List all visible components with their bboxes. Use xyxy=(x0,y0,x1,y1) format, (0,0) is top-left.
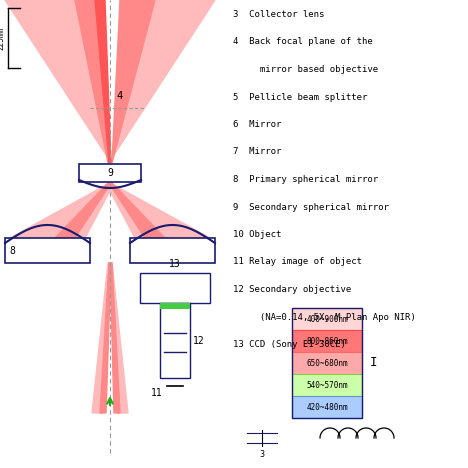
Polygon shape xyxy=(109,183,165,238)
Polygon shape xyxy=(100,263,111,413)
FancyBboxPatch shape xyxy=(160,303,190,378)
Polygon shape xyxy=(5,0,110,161)
FancyBboxPatch shape xyxy=(292,352,362,374)
Text: 13 CCD (Sony E1-30CE): 13 CCD (Sony E1-30CE) xyxy=(233,340,346,349)
Text: 225mm: 225mm xyxy=(0,26,5,50)
Text: 400~900nm: 400~900nm xyxy=(306,314,348,323)
Text: 10 Object: 10 Object xyxy=(233,230,281,239)
Text: 13: 13 xyxy=(169,259,181,269)
Text: 11 Relay image of object: 11 Relay image of object xyxy=(233,257,362,266)
Text: 12: 12 xyxy=(193,336,205,345)
Text: 5  Pellicle beam splitter: 5 Pellicle beam splitter xyxy=(233,93,367,102)
Text: 12 Secondary objective: 12 Secondary objective xyxy=(233,285,351,294)
Polygon shape xyxy=(107,185,210,238)
Text: 4  Back focal plane of the: 4 Back focal plane of the xyxy=(233,37,373,46)
FancyBboxPatch shape xyxy=(140,273,210,303)
Text: 3  Collector lens: 3 Collector lens xyxy=(233,10,324,19)
Text: 4: 4 xyxy=(116,91,122,101)
Text: 11: 11 xyxy=(151,388,163,398)
Polygon shape xyxy=(10,185,113,238)
Text: 800~860nm: 800~860nm xyxy=(306,336,348,345)
FancyBboxPatch shape xyxy=(292,374,362,396)
Text: 8  Primary spherical mirror: 8 Primary spherical mirror xyxy=(233,175,378,184)
Polygon shape xyxy=(75,0,108,163)
Text: I: I xyxy=(370,357,378,370)
FancyBboxPatch shape xyxy=(292,396,362,418)
Polygon shape xyxy=(112,0,155,163)
FancyBboxPatch shape xyxy=(292,330,362,352)
Polygon shape xyxy=(92,263,111,413)
Text: mirror based objective: mirror based objective xyxy=(233,65,378,74)
Polygon shape xyxy=(110,0,215,161)
FancyBboxPatch shape xyxy=(292,308,362,330)
Text: 6  Mirror: 6 Mirror xyxy=(233,120,281,129)
Text: (NA=0.14, 5X, M Plan Apo NIR): (NA=0.14, 5X, M Plan Apo NIR) xyxy=(233,313,416,322)
Text: 540~570nm: 540~570nm xyxy=(306,380,348,389)
Polygon shape xyxy=(109,263,128,413)
Text: 3: 3 xyxy=(259,450,264,459)
FancyBboxPatch shape xyxy=(160,303,190,309)
Text: 9  Secondary spherical mirror: 9 Secondary spherical mirror xyxy=(233,203,389,212)
FancyBboxPatch shape xyxy=(130,238,215,263)
Polygon shape xyxy=(95,0,111,163)
Text: 9: 9 xyxy=(107,168,113,178)
Polygon shape xyxy=(55,183,111,238)
FancyBboxPatch shape xyxy=(5,238,90,263)
Text: 7  Mirror: 7 Mirror xyxy=(233,147,281,156)
Polygon shape xyxy=(110,263,120,413)
Text: 650~680nm: 650~680nm xyxy=(306,358,348,367)
FancyBboxPatch shape xyxy=(79,164,141,182)
Text: 8: 8 xyxy=(9,246,15,256)
Text: 420~480nm: 420~480nm xyxy=(306,402,348,411)
